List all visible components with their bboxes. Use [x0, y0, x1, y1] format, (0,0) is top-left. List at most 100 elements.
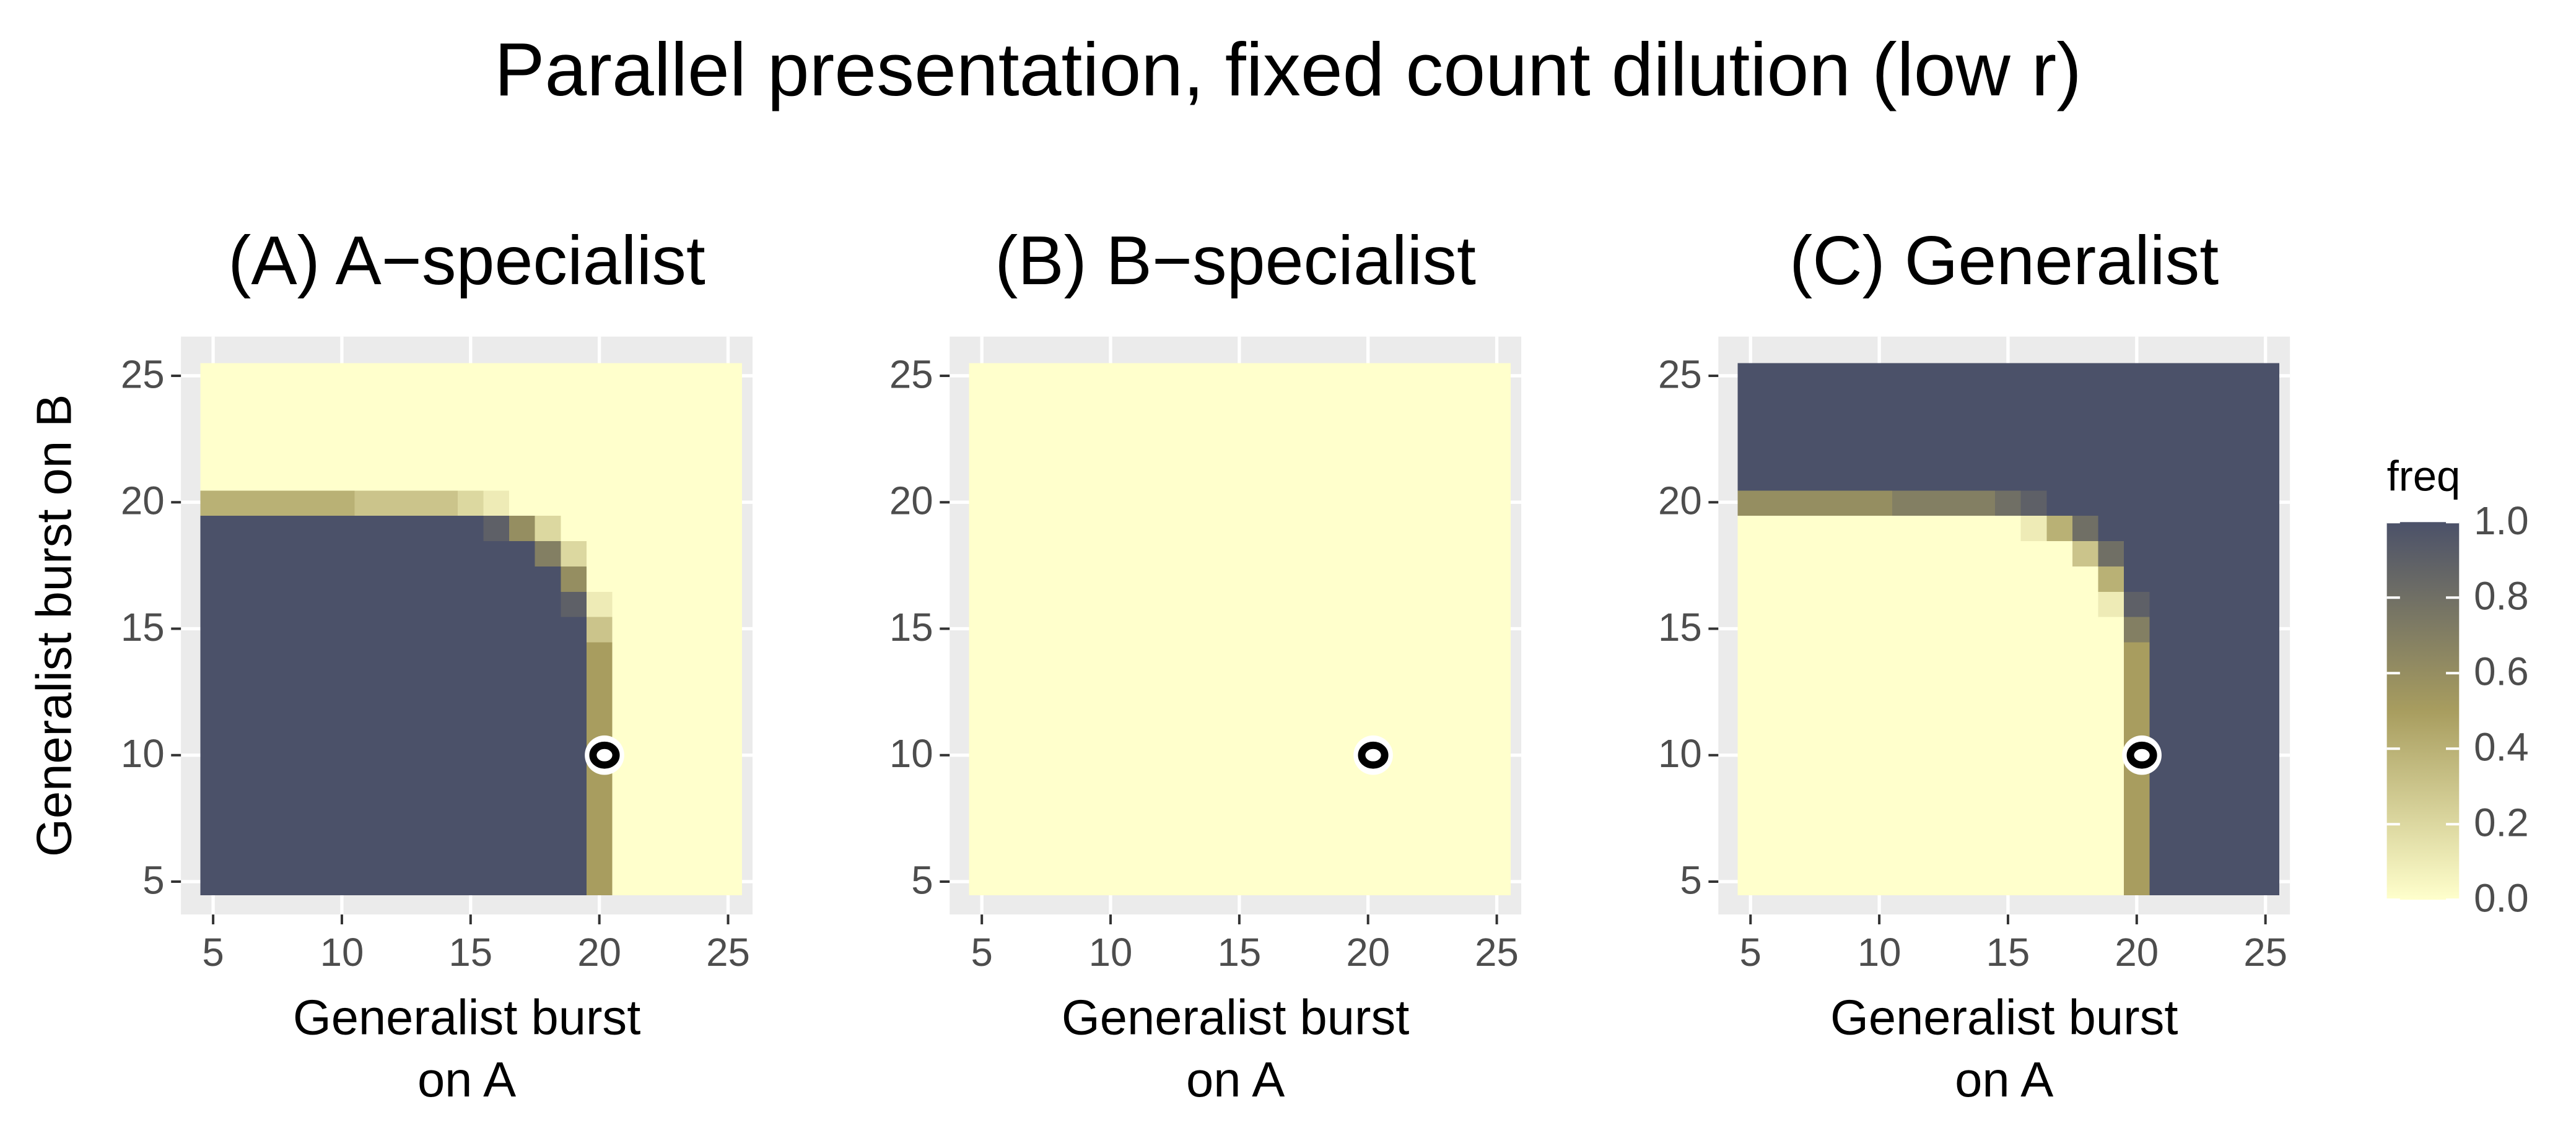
heatmap-cell: [2149, 591, 2177, 617]
heatmap-cell: [1046, 843, 1073, 870]
heatmap-cell: [1969, 742, 1996, 769]
heatmap-cell: [1918, 641, 1945, 668]
heatmap-cell: [1072, 565, 1099, 592]
heatmap-cell: [586, 514, 614, 542]
heatmap-cell: [1252, 565, 1279, 592]
heatmap-cell: [1226, 514, 1254, 542]
heatmap-cell: [277, 414, 305, 440]
heatmap-cell: [354, 363, 382, 389]
heatmap-cell: [2098, 768, 2125, 794]
heatmap-cell: [1995, 363, 2022, 389]
y-tick-label: 5: [1680, 858, 1701, 902]
heatmap-cell: [329, 464, 356, 491]
heatmap-cell: [2098, 363, 2125, 389]
heatmap-cell: [1892, 439, 1919, 466]
heatmap-cell: [509, 414, 536, 440]
heatmap-cell: [1381, 363, 1408, 389]
heatmap-cell: [689, 388, 717, 415]
heatmap-cell: [1458, 869, 1485, 895]
heatmap-cell: [1995, 717, 2022, 744]
heatmap-cell: [225, 641, 253, 668]
y-tick-label: 10: [121, 732, 165, 776]
heatmap-cell: [1918, 464, 1945, 491]
heatmap-cell: [969, 439, 996, 466]
heatmap-cell: [1149, 540, 1176, 566]
heatmap-cell: [586, 818, 614, 845]
heatmap-cell: [1483, 768, 1511, 794]
heatmap-cell: [1458, 616, 1485, 643]
x-axis-label: Generalist burst: [293, 989, 641, 1044]
heatmap-cell: [1123, 641, 1150, 668]
heatmap-cell: [2175, 717, 2203, 744]
legend-tick-label: 1.0: [2474, 499, 2528, 543]
heatmap-cell: [1407, 742, 1434, 769]
heatmap-cell: [1892, 869, 1919, 895]
heatmap-cell: [1995, 768, 2022, 794]
heatmap-cell: [1046, 414, 1073, 440]
heatmap-cell: [2020, 742, 2048, 769]
heatmap-cell: [1918, 514, 1945, 542]
heatmap-cell: [638, 692, 665, 719]
heatmap-cell: [458, 818, 485, 845]
heatmap-cell: [1892, 489, 1919, 516]
heatmap-cell: [2149, 843, 2177, 870]
y-tick-label: 5: [142, 858, 164, 902]
heatmap-cell: [1355, 692, 1382, 719]
heatmap-cell: [406, 565, 434, 592]
heatmap-cell: [2020, 717, 2048, 744]
heatmap-cell: [561, 768, 588, 794]
legend-tick-label: 0.6: [2474, 650, 2528, 694]
heatmap-cell: [535, 818, 562, 845]
heatmap-cell: [2175, 692, 2203, 719]
heatmap-cell: [277, 843, 305, 870]
heatmap-cell: [251, 363, 279, 389]
legend-tick-label: 0.8: [2474, 575, 2528, 619]
heatmap-cell: [1149, 717, 1176, 744]
heatmap-cell: [1737, 489, 1765, 516]
heatmap-cell: [2201, 363, 2228, 389]
heatmap-cell: [354, 641, 382, 668]
heatmap-cell: [612, 439, 639, 466]
heatmap-cell: [432, 641, 459, 668]
heatmap-cell: [1123, 793, 1150, 820]
heatmap-cell: [2227, 439, 2254, 466]
heatmap-cell: [586, 843, 614, 870]
heatmap-cell: [1174, 768, 1202, 794]
heatmap-cell: [1866, 768, 1893, 794]
heatmap-cell: [535, 666, 562, 693]
heatmap-cell: [509, 514, 536, 542]
heatmap-cell: [380, 388, 408, 415]
heatmap-cell: [994, 439, 1022, 466]
heatmap-cell: [2201, 641, 2228, 668]
heatmap-cell: [1840, 666, 1867, 693]
heatmap-cell: [2175, 666, 2203, 693]
heatmap-cell: [1432, 439, 1459, 466]
heatmap-cell: [2072, 641, 2100, 668]
heatmap-cell: [689, 717, 717, 744]
heatmap-cell: [1303, 439, 1330, 466]
heatmap-cell: [329, 388, 356, 415]
heatmap-cell: [251, 591, 279, 617]
heatmap-cell: [663, 464, 691, 491]
heatmap-cell: [1995, 439, 2022, 466]
heatmap-cell: [329, 641, 356, 668]
heatmap-cell: [1098, 414, 1125, 440]
heatmap-cell: [1866, 869, 1893, 895]
heatmap-cell: [1892, 742, 1919, 769]
heatmap-cell: [612, 565, 639, 592]
heatmap-cell: [251, 717, 279, 744]
heatmap-cell: [2201, 388, 2228, 415]
heatmap-cell: [303, 363, 330, 389]
heatmap-cell: [2020, 793, 2048, 820]
heatmap-cell: [432, 666, 459, 693]
heatmap-cell: [509, 439, 536, 466]
heatmap-cell: [225, 768, 253, 794]
heatmap-cell: [200, 666, 227, 693]
heatmap-cell: [2072, 591, 2100, 617]
x-tick-label: 5: [971, 931, 992, 975]
heatmap-cell: [251, 641, 279, 668]
heatmap-cell: [535, 717, 562, 744]
heatmap-cell: [1252, 439, 1279, 466]
heatmap-cell: [715, 742, 742, 769]
heatmap-cell: [2227, 363, 2254, 389]
